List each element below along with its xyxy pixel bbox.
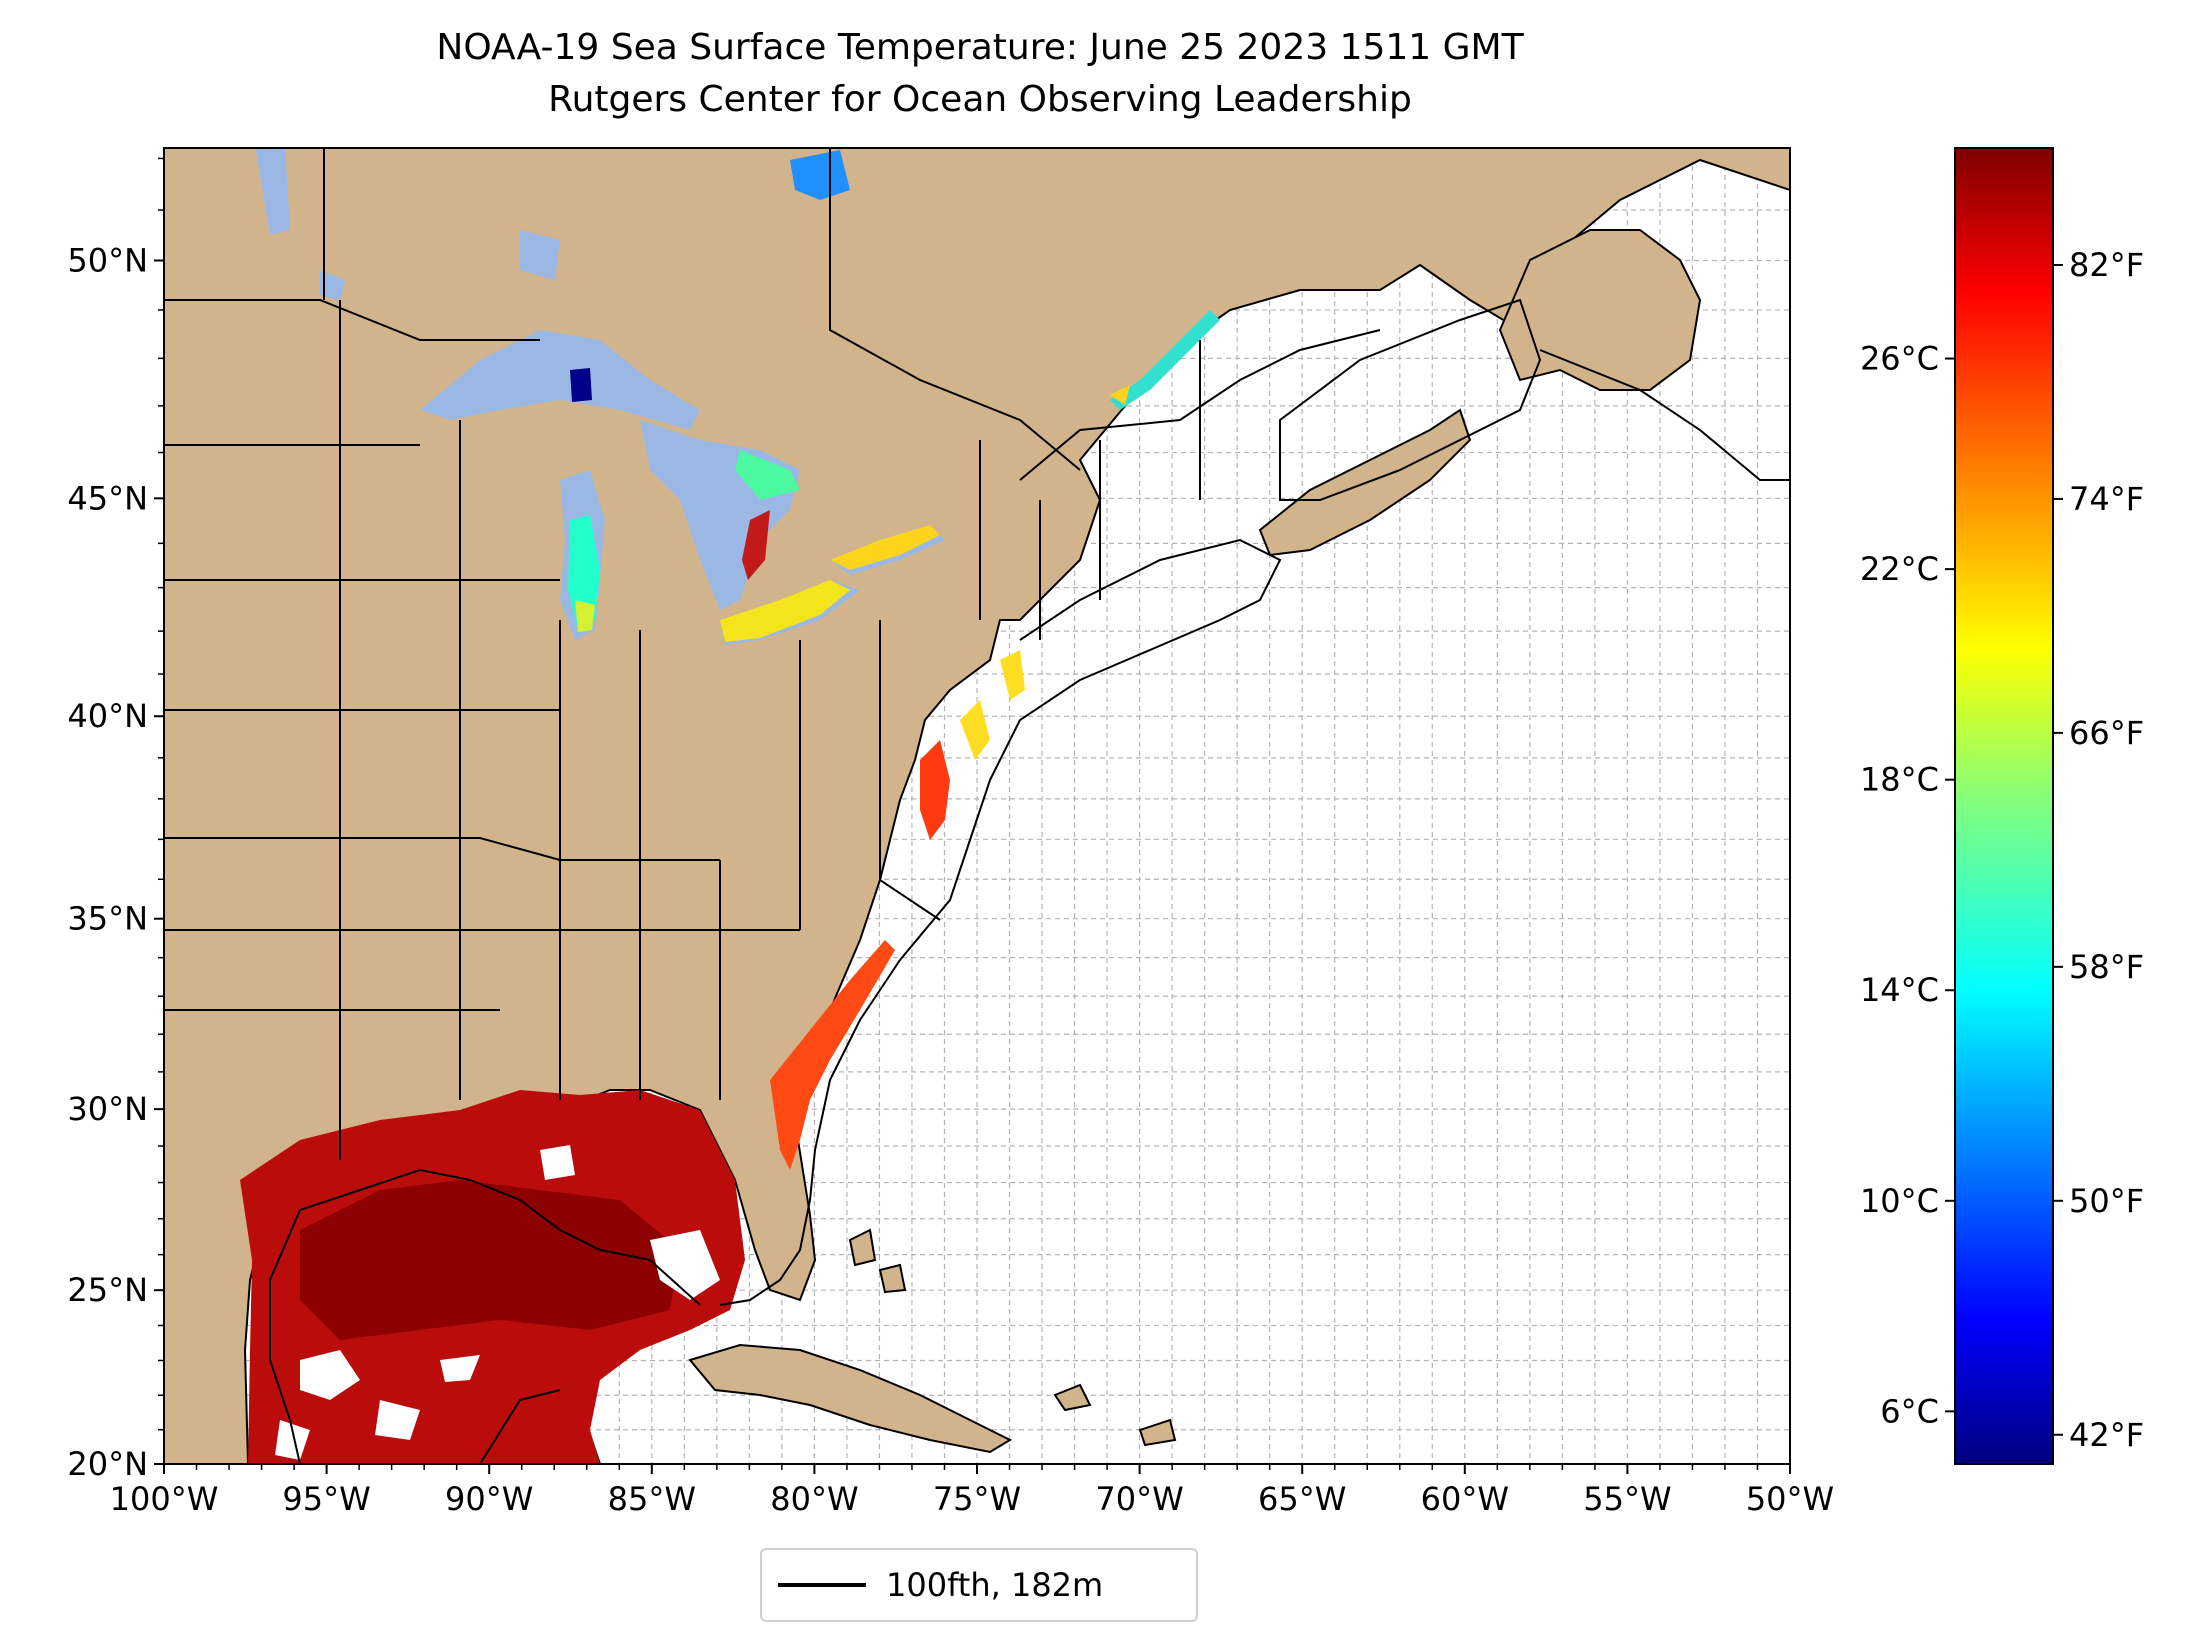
lon-tick-group: 100°W 95°W 90°W 85°W 80°W 75°W 70°W 65°W 60°W 55°… — [110, 1464, 1834, 1518]
lon-tick-label: 95°W — [282, 1480, 370, 1518]
colorbar-f-label: 58°F — [2069, 948, 2144, 986]
lat-tick-label: 20°N — [67, 1445, 148, 1483]
lon-tick-label: 65°W — [1258, 1480, 1346, 1518]
lat-tick-label: 30°N — [67, 1090, 148, 1128]
colorbar-c-label: 22°C — [1860, 550, 1939, 588]
lat-tick-group: 20°N 25°N 30°N 35°N 40°N 45°N 50°N — [67, 157, 164, 1483]
map-legend: 100fth, 182m — [760, 1548, 1198, 1622]
legend-label: 100fth, 182m — [886, 1566, 1104, 1604]
map-title: NOAA-19 Sea Surface Temperature: June 25… — [436, 27, 1524, 68]
sst-data — [240, 150, 1220, 1464]
map-subtitle: Rutgers Center for Ocean Observing Leade… — [548, 79, 1412, 120]
colorbar-fahrenheit-ticks: 42°F 50°F 58°F 66°F 74°F 82°F — [2053, 246, 2144, 1454]
colorbar — [1954, 147, 2054, 1465]
lon-tick-label: 60°W — [1421, 1480, 1509, 1518]
colorbar-f-label: 66°F — [2069, 714, 2144, 752]
colorbar-f-label: 42°F — [2069, 1416, 2144, 1454]
lon-tick-label: 70°W — [1095, 1480, 1183, 1518]
lat-tick-label: 25°N — [67, 1271, 148, 1309]
colorbar-f-label: 82°F — [2069, 246, 2144, 284]
colorbar-c-label: 6°C — [1880, 1392, 1939, 1430]
colorbar-f-label: 74°F — [2069, 480, 2144, 518]
lon-tick-label: 90°W — [445, 1480, 533, 1518]
colorbar-c-label: 14°C — [1860, 971, 1939, 1009]
lon-tick-label: 80°W — [770, 1480, 858, 1518]
lon-tick-label: 50°W — [1746, 1480, 1834, 1518]
land-cuba — [688, 1343, 1013, 1454]
colorbar-c-label: 10°C — [1860, 1182, 1939, 1220]
colorbar-f-label: 50°F — [2069, 1182, 2144, 1220]
islands-bahamas — [848, 1228, 1177, 1447]
lon-tick-label: 55°W — [1583, 1480, 1671, 1518]
political-borders — [164, 148, 1381, 1464]
lat-tick-label: 50°N — [67, 241, 148, 279]
lat-tick-label: 40°N — [67, 697, 148, 735]
lon-tick-label: 100°W — [110, 1480, 219, 1518]
lat-tick-label: 35°N — [67, 900, 148, 938]
colorbar-celsius-ticks: 6°C 10°C 14°C 18°C 22°C 26°C — [1860, 340, 1955, 1430]
lon-tick-label: 75°W — [933, 1480, 1021, 1518]
lat-tick-label: 45°N — [67, 479, 148, 517]
legend-line-swatch — [778, 1583, 866, 1587]
colorbar-c-label: 18°C — [1860, 761, 1939, 799]
colorbar-c-label: 26°C — [1860, 340, 1939, 378]
lon-tick-label: 85°W — [608, 1480, 696, 1518]
land-newfoundland — [1498, 229, 1702, 391]
isobath-100fth — [269, 298, 1790, 1464]
